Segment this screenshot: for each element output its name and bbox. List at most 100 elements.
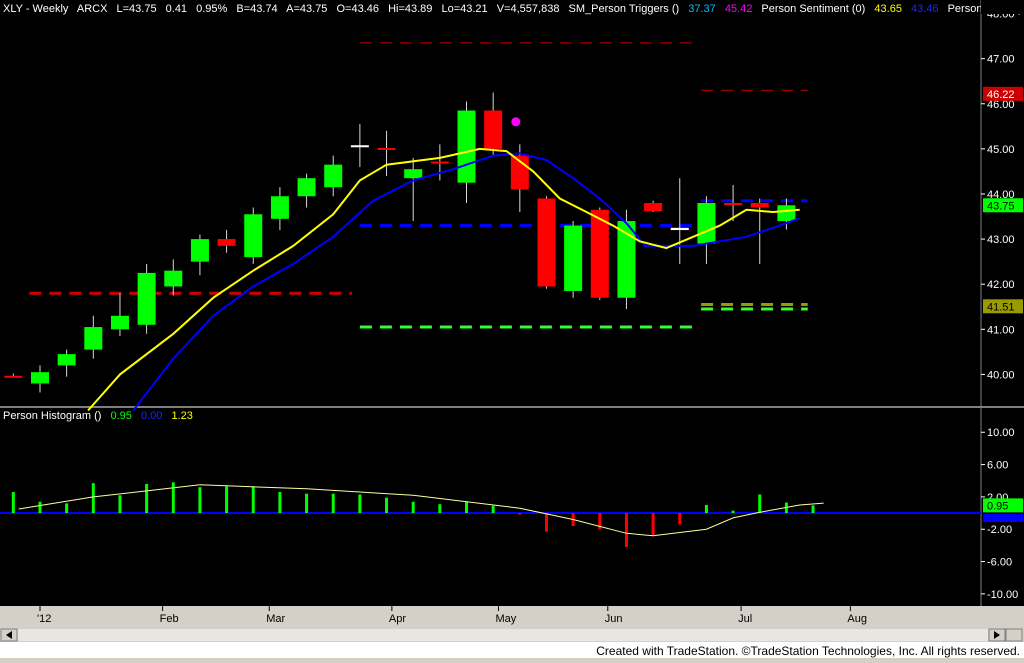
candle-body[interactable] [190, 239, 209, 262]
candle-body[interactable] [670, 227, 689, 231]
histogram-v2: 0.00 [141, 410, 162, 422]
histogram-signal-line [18, 484, 824, 537]
histogram-tick-label: 10.00 [987, 427, 1015, 439]
price-tick-label: 43.00 [987, 234, 1015, 246]
zoom-button[interactable] [1005, 628, 1023, 642]
candle-body[interactable] [4, 375, 23, 378]
header-triggers-name: SM_Person Triggers () [569, 3, 680, 15]
trigger-dot [511, 117, 521, 127]
price-pane-background [0, 0, 1024, 406]
histogram-bar[interactable] [145, 483, 149, 514]
header-volume: V=4,557,838 [497, 3, 560, 15]
price-tick-label: 44.00 [987, 189, 1015, 201]
price-tick-label: 42.00 [987, 279, 1015, 291]
price-tick-label: 46.00 [987, 99, 1015, 111]
candle-body[interactable] [724, 203, 743, 205]
histogram-bar[interactable] [704, 504, 708, 514]
time-tick-label: Apr [389, 613, 406, 625]
histogram-bar[interactable] [278, 492, 282, 514]
header-sentiment-v1: 43.65 [874, 3, 902, 15]
histogram-bar[interactable] [198, 487, 202, 514]
histogram-bar[interactable] [385, 497, 389, 514]
candle-body[interactable] [297, 178, 316, 197]
candle-body[interactable] [777, 205, 796, 222]
candle-body[interactable] [697, 203, 716, 244]
histogram-bar[interactable] [91, 483, 95, 514]
histogram-bar[interactable] [305, 493, 309, 514]
candle-body[interactable] [164, 270, 183, 287]
histogram-bar[interactable] [465, 501, 469, 514]
candle-body[interactable] [430, 161, 449, 164]
histogram-bar[interactable] [731, 510, 735, 514]
histogram-bar[interactable] [491, 505, 495, 514]
price-chart [4, 42, 808, 412]
histogram-bar[interactable] [758, 494, 762, 514]
candle-body[interactable] [644, 203, 663, 212]
price-marker-label: 41.51 [987, 301, 1015, 313]
candle-body[interactable] [84, 327, 103, 350]
candle-body[interactable] [537, 198, 556, 287]
candle-body[interactable] [324, 164, 343, 188]
histogram-bar[interactable] [438, 504, 442, 514]
candle-body[interactable] [217, 239, 236, 246]
histogram-tick-label: -6.00 [987, 557, 1012, 569]
header-high: Hi=43.89 [388, 3, 432, 15]
histogram-bar[interactable] [651, 513, 655, 536]
histogram-bar[interactable] [11, 492, 15, 514]
histogram-bar[interactable] [811, 505, 815, 514]
time-tick-label: May [495, 613, 516, 625]
histogram-bar[interactable] [225, 486, 229, 514]
time-tick-label: Aug [847, 613, 867, 625]
histogram-bar[interactable] [251, 486, 255, 514]
separator-line [0, 406, 1024, 408]
price-marker [983, 299, 1023, 314]
histogram-bar[interactable] [598, 513, 602, 530]
histogram-bar[interactable] [38, 501, 42, 514]
histogram-bar[interactable] [358, 494, 362, 514]
horizontal-scrollbar[interactable] [0, 628, 1023, 642]
slow-ma-line [132, 152, 801, 412]
histogram-bar[interactable] [65, 503, 69, 514]
header-triggers-v2: 45.42 [725, 3, 753, 15]
header-open: O=43.46 [337, 3, 380, 15]
histogram-axis: 10.006.002.00-2.00-6.00-10.000.95 [981, 427, 1023, 601]
histogram-bar[interactable] [331, 493, 335, 514]
candle-body[interactable] [377, 147, 396, 150]
histogram-bar[interactable] [518, 513, 522, 515]
price-marker-label: 46.22 [987, 89, 1015, 101]
footer-background [0, 642, 1024, 658]
time-tick-label: Feb [160, 613, 179, 625]
candle-body[interactable] [457, 110, 476, 183]
candle-body[interactable] [404, 169, 423, 179]
candle-body[interactable] [30, 372, 49, 384]
footer-text: Created with TradeStation. ©TradeStation… [596, 644, 1020, 658]
candle-body[interactable] [617, 221, 636, 298]
candle-body[interactable] [564, 225, 583, 291]
candle-body[interactable] [590, 209, 609, 298]
histogram-bar[interactable] [118, 495, 122, 514]
histogram-value-marker [983, 498, 1023, 513]
histogram-bar[interactable] [171, 482, 175, 514]
candle-body[interactable] [484, 110, 503, 149]
candle-body[interactable] [270, 196, 289, 219]
header-change: 0.41 [166, 3, 187, 15]
price-marker [983, 86, 1023, 101]
time-axis: '12 Feb Mar Apr May Jun Jul Aug [37, 606, 867, 625]
histogram-value-label: 0.95 [987, 500, 1008, 512]
candle-body[interactable] [244, 214, 263, 258]
candle-body[interactable] [110, 315, 129, 330]
price-marker [983, 198, 1023, 213]
histogram-bar[interactable] [544, 513, 548, 532]
histogram-bar[interactable] [624, 513, 628, 548]
scroll-track[interactable] [18, 629, 988, 641]
candle-body[interactable] [750, 203, 769, 208]
histogram-bar[interactable] [411, 501, 415, 514]
candle-body[interactable] [57, 354, 76, 366]
histogram-bar[interactable] [678, 513, 682, 525]
header-last: L=43.75 [117, 3, 157, 15]
candle-body[interactable] [137, 272, 156, 325]
fast-ma-line [87, 147, 800, 412]
candle-body[interactable] [350, 145, 369, 148]
histogram-tick-label: -10.00 [987, 589, 1018, 601]
